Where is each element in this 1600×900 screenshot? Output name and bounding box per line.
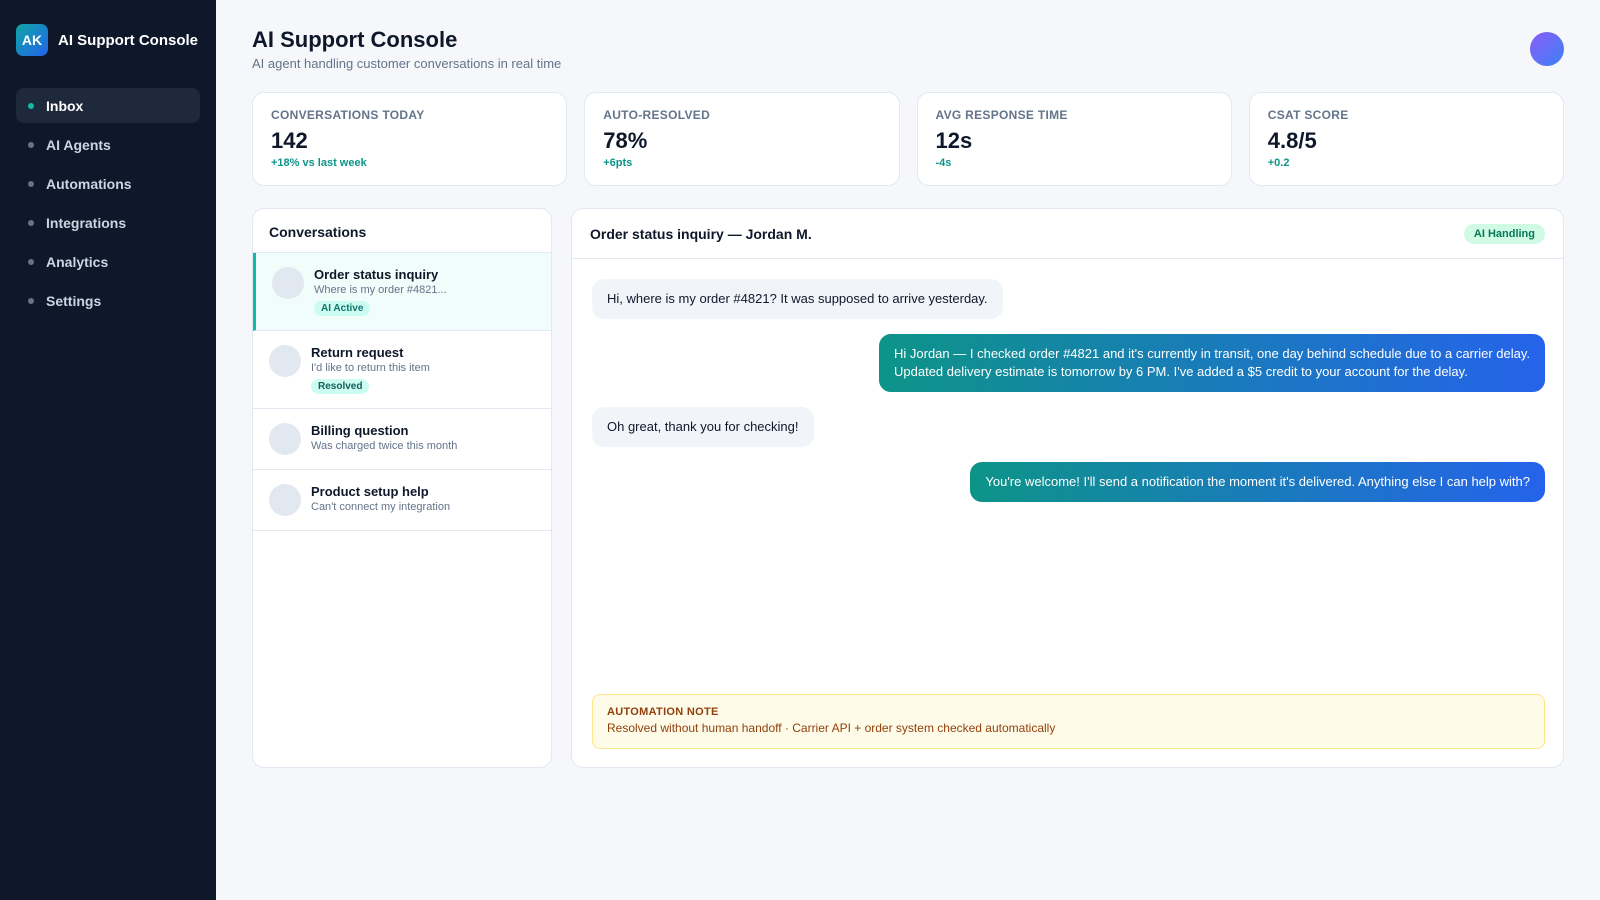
stat-label: CSAT SCORE	[1267, 108, 1349, 122]
conversation-preview: Can't connect my integration	[311, 501, 451, 513]
agent-message: Hi Jordan — I checked order #4821 and it…	[879, 334, 1545, 392]
dot-icon	[28, 297, 34, 304]
brand-logo: AK	[16, 24, 48, 56]
message-row: Hi Jordan — I checked order #4821 and it…	[592, 334, 1545, 392]
stat-delta: +0.2	[1267, 157, 1290, 169]
sidebar-item-label: Inbox	[46, 97, 84, 114]
conversation-title: Order status inquiry	[314, 267, 439, 282]
status-badge: AI Active	[314, 301, 371, 316]
conversation-preview: Where is my order #4821...	[314, 284, 447, 296]
note-label: AUTOMATION NOTE	[607, 706, 719, 718]
message-row: You're welcome! I'll send a notification…	[592, 462, 1545, 502]
avatar	[269, 345, 301, 377]
conversation-item[interactable]: Product setup help Can't connect my inte…	[253, 470, 551, 531]
customer-message: Hi, where is my order #4821? It was supp…	[592, 279, 1003, 319]
stat-label: AUTO-RESOLVED	[603, 108, 711, 122]
stat-value: 78%	[603, 128, 648, 153]
conversation-title: Billing question	[311, 423, 409, 438]
chat-panel: Order status inquiry — Jordan M. AI Hand…	[571, 208, 1564, 768]
avatar	[272, 267, 304, 299]
status-badge: Resolved	[311, 379, 370, 394]
dot-icon	[28, 180, 34, 187]
dot-icon	[28, 219, 34, 226]
conversation-title: Return request	[311, 345, 404, 360]
conversation-item[interactable]: Return request I'd like to return this i…	[253, 331, 551, 409]
main-content: AI Support Console AI agent handling cus…	[252, 0, 1564, 900]
conversation-title: Product setup help	[311, 484, 429, 499]
status-badge: AI Handling	[1463, 223, 1545, 244]
stat-card-csat: CSAT SCORE 4.8/5 +0.2	[1248, 92, 1564, 186]
stat-delta: +18% vs last week	[271, 157, 367, 169]
sidebar-item-automations[interactable]: Automations	[16, 166, 200, 201]
message-line: Oh great, thank you for checking!	[607, 419, 799, 434]
conversation-item[interactable]: Billing question Was charged twice this …	[253, 409, 551, 470]
sidebar: AK AI Support Console Inbox AI Agents Au…	[0, 0, 216, 900]
message-row: Hi, where is my order #4821? It was supp…	[592, 279, 1545, 319]
message-line: Hi Jordan — I checked order #4821 and it…	[894, 346, 1530, 361]
avatar	[269, 423, 301, 455]
customer-message: Oh great, thank you for checking!	[592, 407, 814, 447]
dot-icon	[28, 102, 34, 109]
note-text: Resolved without human handoff · Carrier…	[607, 721, 1056, 735]
stat-value: 12s	[935, 128, 973, 153]
sidebar-item-label: Analytics	[46, 253, 109, 270]
avatar	[269, 484, 301, 516]
message-row: Oh great, thank you for checking!	[592, 407, 1545, 447]
stat-label: CONVERSATIONS TODAY	[271, 108, 425, 122]
stat-delta: -4s	[935, 157, 952, 169]
sidebar-item-label: Integrations	[46, 214, 127, 231]
sidebar-item-inbox[interactable]: Inbox	[16, 88, 200, 123]
sidebar-nav: Inbox AI Agents Automations Integrations…	[16, 88, 200, 322]
stat-value: 4.8/5	[1267, 128, 1317, 153]
sidebar-item-ai-agents[interactable]: AI Agents	[16, 127, 200, 162]
dot-icon	[28, 141, 34, 148]
stat-value: 142	[271, 128, 308, 153]
page-subtitle: AI agent handling customer conversations…	[252, 56, 562, 71]
automation-note: AUTOMATION NOTE Resolved without human h…	[592, 694, 1545, 749]
stat-delta: +6pts	[603, 157, 633, 169]
brand-name: AI Support Console	[58, 31, 198, 49]
chat-title: Order status inquiry — Jordan M.	[590, 225, 812, 242]
page-title: AI Support Console	[252, 27, 458, 52]
conversations-panel: Conversations Order status inquiry Where…	[252, 208, 552, 768]
message-line: Hi, where is my order #4821? It was supp…	[607, 291, 988, 306]
user-avatar[interactable]	[1530, 32, 1564, 66]
sidebar-item-settings[interactable]: Settings	[16, 283, 200, 318]
brand: AK AI Support Console	[16, 24, 198, 56]
message-line: Updated delivery estimate is tomorrow by…	[894, 364, 1468, 379]
sidebar-item-label: Automations	[46, 175, 132, 192]
stat-label: AVG RESPONSE TIME	[935, 108, 1068, 122]
sidebar-item-label: AI Agents	[46, 136, 111, 153]
stats-row: CONVERSATIONS TODAY 142 +18% vs last wee…	[252, 92, 1564, 186]
message-line: You're welcome! I'll send a notification…	[985, 474, 1530, 489]
agent-message: You're welcome! I'll send a notification…	[970, 462, 1545, 502]
sidebar-item-integrations[interactable]: Integrations	[16, 205, 200, 240]
stat-card-auto-resolved: AUTO-RESOLVED 78% +6pts	[584, 92, 900, 186]
stat-card-conversations: CONVERSATIONS TODAY 142 +18% vs last wee…	[252, 92, 568, 186]
conversation-preview: Was charged twice this month	[311, 440, 458, 452]
dot-icon	[28, 258, 34, 265]
conversations-header: Conversations	[253, 209, 551, 253]
message-list: Hi, where is my order #4821? It was supp…	[592, 279, 1545, 517]
chat-header: Order status inquiry — Jordan M. AI Hand…	[572, 209, 1563, 259]
conversation-item[interactable]: Order status inquiry Where is my order #…	[253, 253, 551, 331]
sidebar-item-analytics[interactable]: Analytics	[16, 244, 200, 279]
stat-card-avg-response: AVG RESPONSE TIME 12s -4s	[916, 92, 1232, 186]
conversation-preview: I'd like to return this item	[311, 362, 430, 374]
sidebar-item-label: Settings	[46, 292, 102, 309]
